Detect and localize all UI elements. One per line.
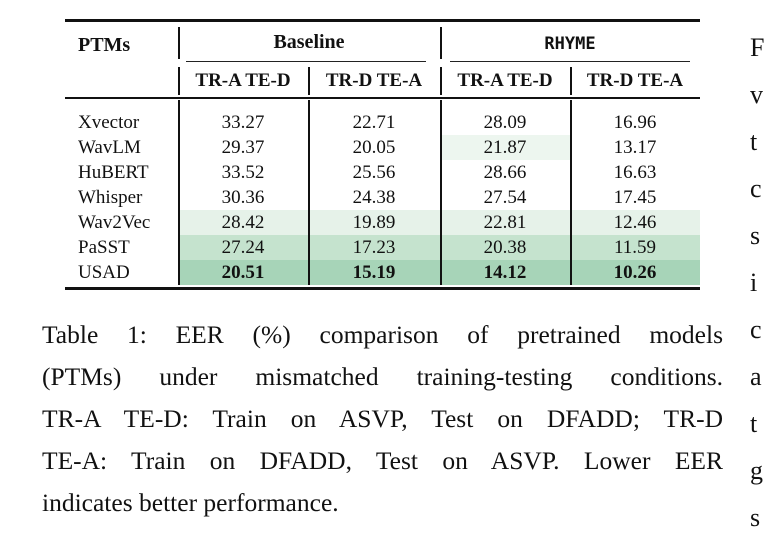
- group-header-rhyme: RHYME: [544, 34, 596, 54]
- table-cell: 27.54: [483, 187, 527, 208]
- table-cell: 33.52: [221, 162, 265, 183]
- caption-line: TR-A TE-D: Train on ASVP, Test on DFADD;…: [42, 404, 723, 433]
- ptm-name: Whisper: [78, 187, 143, 208]
- table-cell: 13.17: [613, 137, 657, 158]
- table-row: PaSST 27.24 17.23 20.38 11.59: [0, 235, 768, 260]
- table-row: WavLM 29.37 20.05 21.87 13.17: [0, 135, 768, 160]
- table-cell: 29.37: [221, 137, 265, 158]
- table-cell: 10.26: [570, 260, 700, 285]
- subheader-rhyme-tra-ted: TR-A TE-D: [457, 70, 553, 91]
- column-divider: [178, 100, 180, 285]
- column-header-ptms: PTMs: [78, 34, 131, 56]
- adjacent-column-text-fragment: t: [750, 409, 758, 438]
- table-cell: 21.87: [440, 135, 570, 160]
- group-header-baseline: Baseline: [273, 31, 345, 53]
- ptm-name: PaSST: [78, 237, 130, 258]
- table-cell: 17.45: [613, 187, 657, 208]
- table-cell: 28.09: [483, 112, 527, 133]
- table-cell: 28.42: [178, 210, 308, 235]
- subheader-rhyme-trd-tea: TR-D TE-A: [586, 70, 684, 91]
- adjacent-column-text-fragment: c: [750, 315, 762, 344]
- table-cell: 19.89: [308, 210, 440, 235]
- subheader-baseline-tra-ted: TR-A TE-D: [195, 70, 291, 91]
- table-cell: 17.23: [308, 235, 440, 260]
- adjacent-column-text-fragment: c: [750, 174, 762, 203]
- table-mid-rule: [65, 97, 700, 99]
- caption-line: (PTMs) under mismatched training-testing…: [42, 362, 723, 391]
- baseline-group-underline: [186, 61, 426, 63]
- adjacent-column-text-fragment: g: [750, 456, 763, 485]
- table-cell: 25.56: [352, 162, 396, 183]
- adjacent-column-text-fragment: i: [750, 268, 758, 297]
- table-row: Whisper 30.36 24.38 27.54 17.45: [0, 185, 768, 210]
- table-cell: 30.36: [221, 187, 265, 208]
- table-cell: 16.63: [613, 162, 657, 183]
- ptm-name: HuBERT: [78, 162, 149, 183]
- table-cell: 20.38: [440, 235, 570, 260]
- table-cell: 24.38: [352, 187, 396, 208]
- adjacent-column-text-fragment: t: [750, 127, 758, 156]
- adjacent-column-text-fragment: F: [750, 33, 765, 62]
- table-row: USAD 20.51 15.19 14.12 10.26: [0, 260, 768, 285]
- column-divider: [178, 67, 180, 95]
- column-divider: [308, 100, 310, 285]
- subheader-baseline-trd-tea: TR-D TE-A: [325, 70, 423, 91]
- table-top-rule: [65, 19, 700, 22]
- table-cell: 22.71: [352, 112, 396, 133]
- table-cell: 12.46: [570, 210, 700, 235]
- table-cell: 15.19: [308, 260, 440, 285]
- column-divider: [570, 67, 572, 95]
- table-cell: 16.96: [613, 112, 657, 133]
- table-caption: Table 1: EER (%) comparison of pretraine…: [42, 314, 723, 524]
- table-bottom-rule: [65, 287, 700, 290]
- adjacent-column-text-fragment: a: [750, 362, 762, 391]
- column-divider: [440, 27, 442, 59]
- table-row: HuBERT 33.52 25.56 28.66 16.63: [0, 160, 768, 185]
- column-divider: [440, 100, 442, 285]
- column-divider: [178, 27, 180, 59]
- table-cell: 33.27: [221, 112, 265, 133]
- caption-line: Table 1: EER (%) comparison of pretraine…: [42, 320, 723, 349]
- table-cell: 14.12: [440, 260, 570, 285]
- table-cell: 20.51: [178, 260, 308, 285]
- table-cell: 28.66: [483, 162, 527, 183]
- caption-line: TE-A: Train on DFADD, Test on ASVP. Lowe…: [42, 446, 723, 475]
- adjacent-column-text-fragment: s: [750, 221, 761, 250]
- table-cell: 20.05: [352, 137, 396, 158]
- column-divider: [308, 67, 310, 95]
- ptm-name: WavLM: [78, 137, 141, 158]
- column-divider: [440, 67, 442, 95]
- ptm-name: Wav2Vec: [78, 212, 151, 233]
- table-cell: 11.59: [570, 235, 700, 260]
- ptm-name: USAD: [78, 262, 130, 283]
- table-cell: 27.24: [178, 235, 308, 260]
- caption-line: indicates better performance.: [42, 488, 339, 517]
- adjacent-column-text-fragment: v: [750, 80, 763, 109]
- table-cell: 22.81: [440, 210, 570, 235]
- table-row: Xvector 33.27 22.71 28.09 16.96: [0, 110, 768, 135]
- rhyme-group-underline: [450, 61, 690, 63]
- table-row: Wav2Vec 28.42 19.89 22.81 12.46: [0, 210, 768, 235]
- adjacent-column-text-fragment: s: [750, 503, 761, 532]
- column-divider: [570, 100, 572, 285]
- ptm-name: Xvector: [78, 112, 140, 133]
